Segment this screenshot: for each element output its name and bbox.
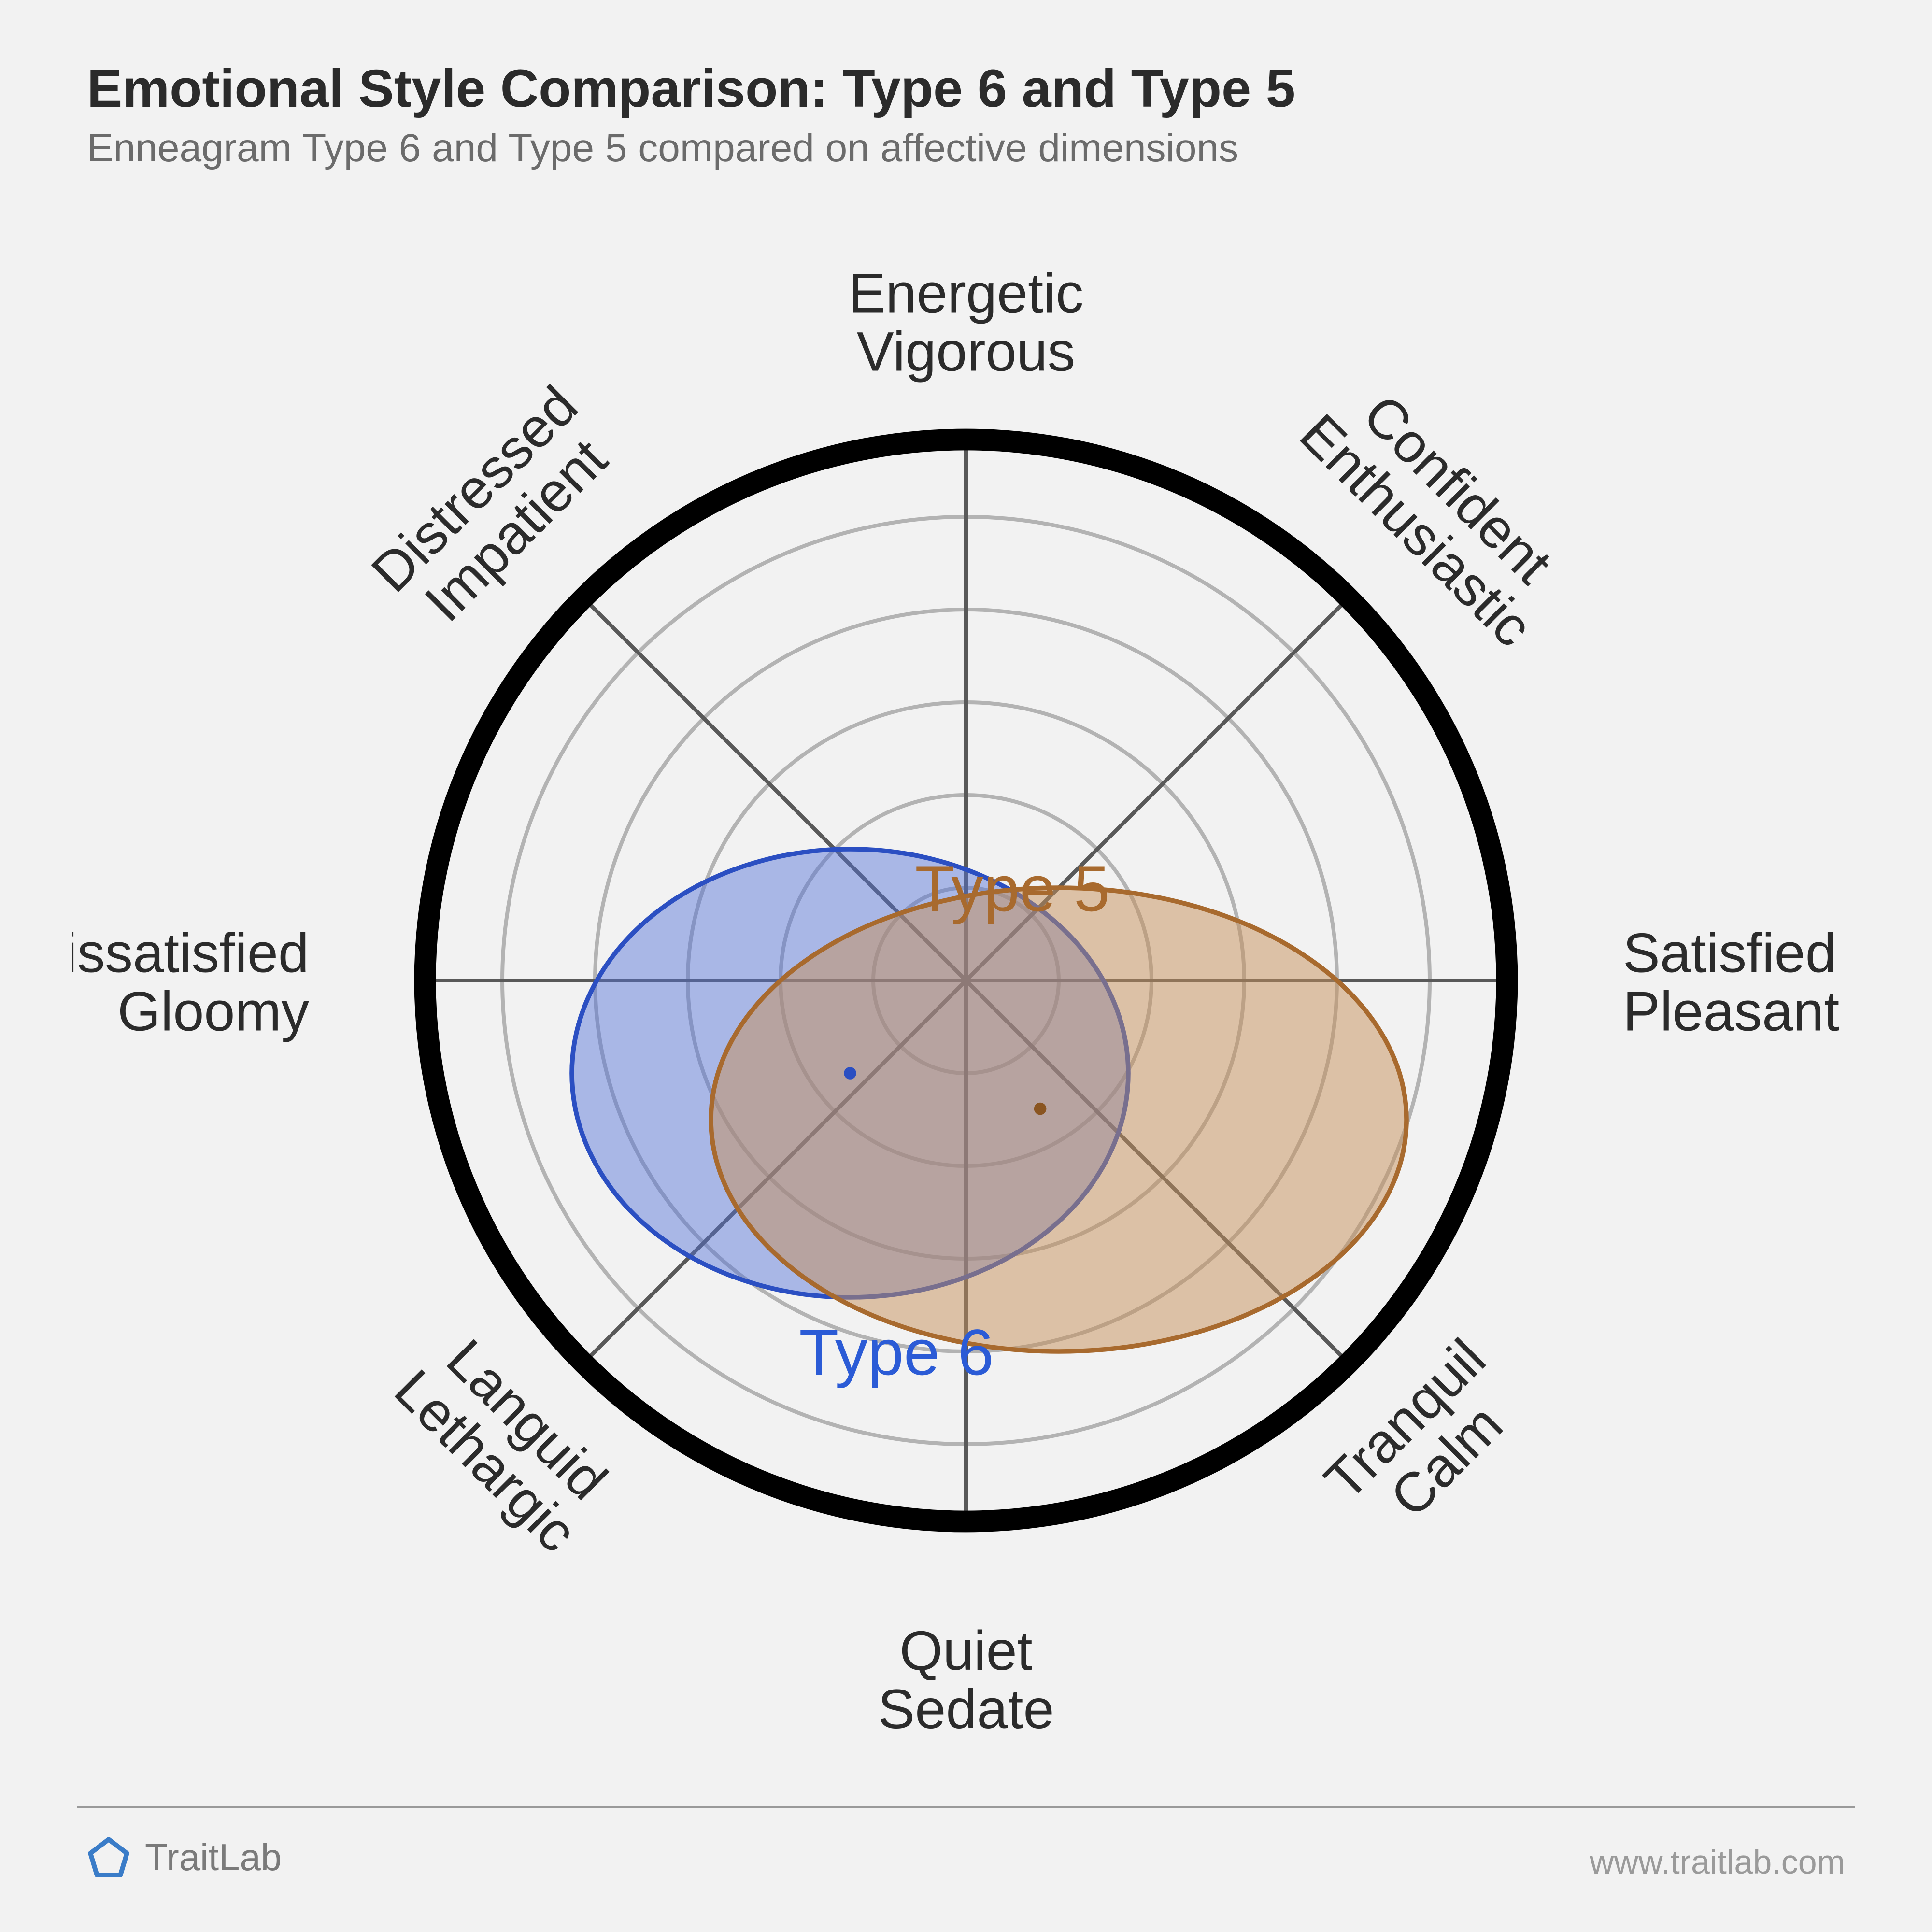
svg-text:QuietSedate: QuietSedate xyxy=(878,1620,1054,1740)
data-centroid-type6 xyxy=(844,1067,856,1080)
brand-name: TraitLab xyxy=(145,1835,282,1879)
footer-divider xyxy=(77,1806,1855,1808)
svg-text:DissatisfiedGloomy: DissatisfiedGloomy xyxy=(72,923,309,1043)
chart-card: Emotional Style Comparison: Type 6 and T… xyxy=(0,0,1932,1932)
brand-block: TraitLab xyxy=(87,1835,282,1879)
axis-label: SatisfiedPleasant xyxy=(1623,923,1839,1043)
chart-title: Emotional Style Comparison: Type 6 and T… xyxy=(87,58,1295,119)
axis-label: DissatisfiedGloomy xyxy=(72,923,309,1043)
series-label: Type 5 xyxy=(915,852,1109,925)
circumplex-chart: EnergeticVigorousConfidentEnthusiasticSa… xyxy=(72,208,1860,1753)
series-label: Type 6 xyxy=(799,1316,994,1389)
svg-text:SatisfiedPleasant: SatisfiedPleasant xyxy=(1623,923,1839,1043)
axis-label: QuietSedate xyxy=(878,1620,1054,1740)
data-ellipse-type5 xyxy=(711,888,1406,1351)
axis-label: EnergeticVigorous xyxy=(849,262,1084,383)
brand-url: www.traitlab.com xyxy=(1590,1843,1845,1881)
svg-text:EnergeticVigorous: EnergeticVigorous xyxy=(849,262,1084,383)
chart-subtitle: Enneagram Type 6 and Type 5 compared on … xyxy=(87,126,1238,171)
pentagon-logo-icon xyxy=(87,1836,130,1879)
data-centroid-type5 xyxy=(1034,1103,1047,1115)
